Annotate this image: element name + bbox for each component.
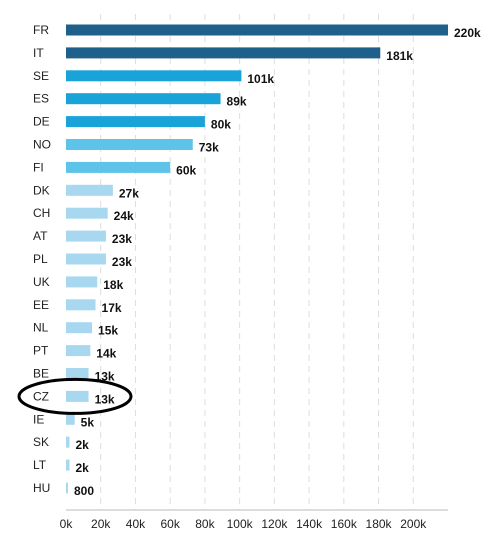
category-label: BE <box>33 367 49 381</box>
x-tick-label: 100k <box>227 517 254 531</box>
value-label: 27k <box>119 186 139 200</box>
x-tick-label: 80k <box>195 517 215 531</box>
x-tick-label: 120k <box>261 517 288 531</box>
bar-at <box>66 230 106 242</box>
bar-ch <box>66 207 108 219</box>
x-tick-label: 20k <box>91 517 111 531</box>
bar-pl <box>66 253 106 265</box>
category-label: NO <box>33 138 51 152</box>
value-label: 2k <box>75 461 89 475</box>
category-label: IE <box>33 412 44 426</box>
category-label: EE <box>33 298 49 312</box>
category-label: IT <box>33 46 44 60</box>
x-tick-label: 140k <box>296 517 323 531</box>
category-label: NL <box>33 321 49 335</box>
category-label: AT <box>33 229 48 243</box>
x-tick-label: 40k <box>126 517 146 531</box>
bar-uk <box>66 276 98 288</box>
x-tick-label: 200k <box>400 517 427 531</box>
bar-pt <box>66 345 91 357</box>
x-tick-labels: 0k 20k 40k 60k 80k 100k 120k 140k 160k 180k 200k <box>60 517 428 531</box>
value-label: 60k <box>176 163 196 177</box>
value-label: 17k <box>102 301 122 315</box>
value-label: 24k <box>114 209 134 223</box>
bar-es <box>66 93 221 105</box>
value-label: 800 <box>74 484 94 498</box>
value-label: 73k <box>199 141 219 155</box>
value-label: 220k <box>454 26 481 40</box>
category-label: HU <box>33 481 50 495</box>
x-tick-label: 0k <box>60 517 74 531</box>
bar-de <box>66 116 205 128</box>
bar-sk <box>66 436 70 448</box>
category-label: DE <box>33 115 50 129</box>
x-tick-label: 160k <box>331 517 358 531</box>
category-label: SE <box>33 69 49 83</box>
value-label: 89k <box>227 95 247 109</box>
value-label: 2k <box>75 438 89 452</box>
value-label: 23k <box>112 255 132 269</box>
bar-it <box>66 47 381 59</box>
category-label: FI <box>33 160 44 174</box>
category-label: DK <box>33 183 50 197</box>
value-label: 13k <box>95 392 115 406</box>
highlight-ellipse <box>17 377 133 415</box>
bar-nl <box>66 322 93 334</box>
x-tick-label: 180k <box>366 517 393 531</box>
category-label: FR <box>33 23 49 37</box>
value-label: 15k <box>98 324 118 338</box>
category-label: SK <box>33 435 49 449</box>
category-label: UK <box>33 275 50 289</box>
bar-ie <box>66 413 75 425</box>
bars <box>66 24 448 494</box>
value-label: 23k <box>112 232 132 246</box>
category-label: ES <box>33 92 49 106</box>
category-label: PT <box>33 344 49 358</box>
bar-fr <box>66 24 448 36</box>
value-label: 14k <box>96 347 116 361</box>
category-label: CH <box>33 206 50 220</box>
grid-lines <box>100 14 414 510</box>
category-label: LT <box>33 458 47 472</box>
bar-fi <box>66 161 171 173</box>
x-tick-label: 60k <box>161 517 181 531</box>
value-label: 18k <box>103 278 123 292</box>
category-label: PL <box>33 252 48 266</box>
value-label: 5k <box>81 415 95 429</box>
bar-be <box>66 368 89 379</box>
bar-lt <box>66 459 70 471</box>
value-label: 101k <box>247 72 274 86</box>
bar-hu <box>66 482 68 494</box>
category-labels: FR IT SE ES DE NO FI DK CH AT PL UK EE NL PT BE CZ IE SK LT… <box>33 23 51 495</box>
value-label: 181k <box>386 49 413 63</box>
bar-se <box>66 70 242 82</box>
bar-dk <box>66 184 113 196</box>
bar-cz <box>66 390 89 402</box>
bar-no <box>66 139 193 150</box>
value-label: 80k <box>211 118 231 132</box>
bar-ee <box>66 299 96 311</box>
category-label: CZ <box>33 389 49 403</box>
